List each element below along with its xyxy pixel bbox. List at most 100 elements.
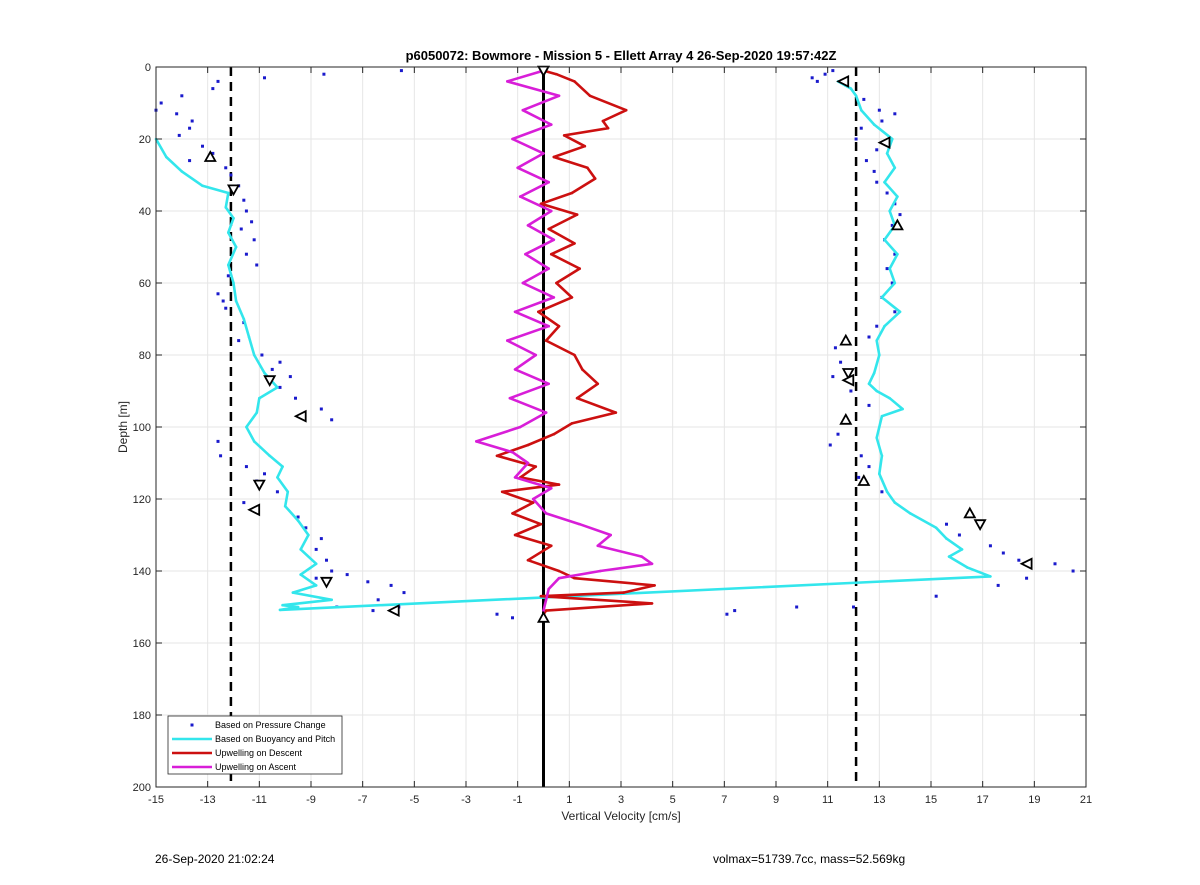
series-vertex [537, 310, 540, 314]
series-vertex [650, 602, 654, 605]
pressure-point [190, 119, 194, 123]
pressure-point [314, 576, 318, 580]
pressure-point [399, 69, 403, 73]
series-vertex [596, 544, 600, 548]
pressure-point [890, 223, 894, 227]
series-vertex [549, 252, 553, 256]
series-vertex [875, 339, 879, 342]
series-vertex [296, 519, 300, 522]
series-vertex [314, 562, 318, 566]
pressure-point [278, 360, 282, 364]
y-tick-label: 160 [133, 638, 151, 650]
series-vertex [960, 548, 964, 551]
series-vertex [524, 252, 527, 256]
pressure-point [216, 79, 220, 83]
triangle-marker [263, 375, 277, 388]
series-vertex [888, 396, 891, 400]
pressure-point [934, 594, 938, 598]
pressure-point [957, 533, 961, 537]
pressure-point [864, 159, 868, 163]
series-vertex [549, 544, 553, 548]
pressure-point [839, 360, 843, 364]
pressure-point [211, 151, 215, 155]
series-vertex [526, 558, 530, 562]
triangle-marker [857, 474, 871, 486]
x-tick-label: -1 [513, 794, 523, 806]
pressure-point [852, 605, 855, 609]
series-vertex [557, 576, 561, 580]
y-tick-label: 20 [139, 134, 151, 146]
pressure-point [885, 191, 889, 195]
series-vertex [580, 368, 584, 371]
series-vertex [475, 440, 478, 443]
series-vertex [201, 184, 204, 188]
triangle-marker [536, 610, 551, 623]
pressure-point [877, 108, 881, 112]
chart-title: p6050072: Bowmore - Mission 5 - Ellett A… [406, 48, 837, 63]
series-vertex [547, 324, 550, 328]
series-vertex [896, 252, 899, 256]
series-vertex [965, 566, 969, 569]
pressure-point [890, 281, 894, 285]
series-vertex [544, 411, 548, 414]
triangle-marker [963, 506, 977, 519]
series-vertex [549, 486, 553, 490]
series-vertex [539, 522, 543, 526]
series-vertex [650, 562, 654, 566]
series-vertex [583, 144, 587, 148]
pressure-point [159, 101, 163, 105]
triangle-marker [836, 74, 850, 88]
pressure-point [177, 133, 181, 137]
series-vertex [539, 594, 543, 598]
series-line [154, 80, 992, 612]
pressure-point [833, 346, 837, 350]
series-vertex [232, 281, 235, 285]
pressure-point [188, 159, 192, 163]
x-tick-label: 17 [977, 794, 989, 806]
series-vertex [562, 134, 566, 137]
series-vertex [555, 281, 558, 285]
pressure-point [810, 76, 814, 80]
series-vertex [500, 490, 504, 494]
series-vertex [893, 501, 897, 504]
series-vertex [542, 152, 545, 155]
pressure-point [988, 544, 992, 548]
pressure-point [867, 335, 871, 339]
pressure-point [180, 94, 184, 98]
x-tick-label: 7 [721, 794, 727, 806]
series-vertex [526, 224, 530, 227]
series-vertex [521, 108, 525, 112]
series-vertex [880, 414, 884, 418]
pressure-point [371, 609, 375, 613]
series-vertex [872, 123, 876, 126]
x-tick-label: -15 [148, 794, 164, 806]
x-tick-label: 11 [822, 794, 833, 806]
y-axis-label: Depth [m] [116, 401, 130, 453]
y-tick-label: 100 [133, 422, 151, 434]
series-vertex [227, 191, 230, 195]
series-vertex [508, 396, 512, 400]
series-vertex [549, 123, 553, 126]
pressure-point [242, 501, 246, 505]
series-vertex [534, 353, 538, 357]
pressure-point [270, 367, 274, 371]
pressure-point [402, 591, 406, 595]
series-vertex [570, 191, 574, 195]
series-vertex [276, 476, 279, 479]
pressure-point [304, 526, 308, 530]
series-vertex [893, 281, 897, 285]
series-vertex [888, 209, 891, 213]
pressure-point [219, 454, 223, 458]
series-vertex [513, 533, 517, 537]
series-vertex [296, 605, 300, 609]
pressure-point [893, 310, 897, 314]
series-vertex [513, 310, 517, 314]
pressure-point [795, 605, 799, 609]
pressure-point [229, 173, 233, 177]
series-vertex [511, 512, 514, 515]
pressure-point [836, 432, 840, 436]
series-vertex [878, 353, 881, 357]
series-vertex [859, 108, 863, 112]
x-tick-label: 21 [1080, 794, 1092, 806]
series-vertex [286, 490, 290, 494]
